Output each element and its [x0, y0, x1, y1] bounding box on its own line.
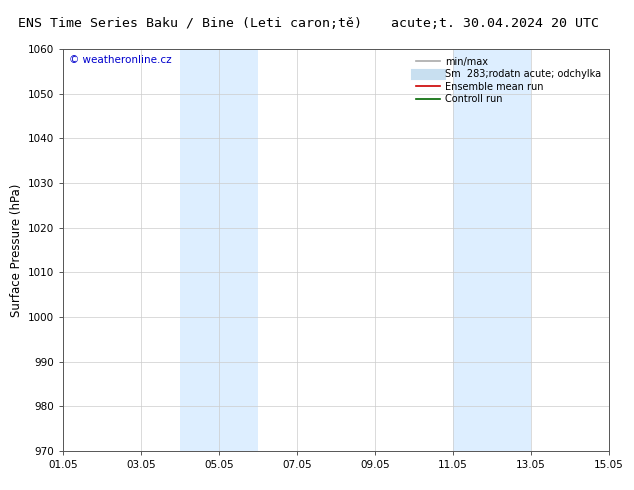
Bar	[453, 49, 531, 451]
Legend: min/max, Sm  283;rodatn acute; odchylka, Ensemble mean run, Controll run: min/max, Sm 283;rodatn acute; odchylka, …	[413, 54, 604, 107]
Bar	[180, 49, 258, 451]
Y-axis label: Surface Pressure (hPa): Surface Pressure (hPa)	[10, 183, 23, 317]
Text: ENS Time Series Baku / Bine (Leti caron;tě): ENS Time Series Baku / Bine (Leti caron;…	[18, 17, 362, 30]
Text: acute;t. 30.04.2024 20 UTC: acute;t. 30.04.2024 20 UTC	[391, 17, 598, 30]
Text: © weatheronline.cz: © weatheronline.cz	[69, 55, 171, 65]
